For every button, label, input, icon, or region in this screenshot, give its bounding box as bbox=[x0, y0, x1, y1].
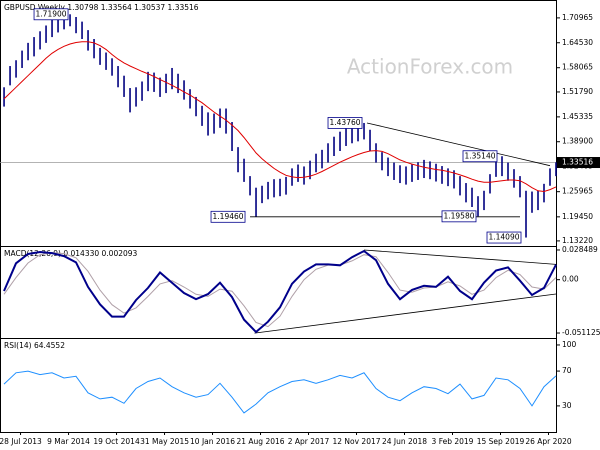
x-tick-label: 3 Feb 2019 bbox=[432, 437, 474, 446]
y-tick-label: 1.13220 bbox=[562, 236, 593, 245]
annotation-box bbox=[33, 8, 69, 21]
y-tick-label: 30 bbox=[562, 401, 572, 410]
x-tick-label: 12 Nov 2017 bbox=[332, 437, 380, 446]
annotation-label: 1.35140 bbox=[464, 151, 495, 160]
annotation-label: 1.19460 bbox=[213, 212, 244, 221]
y-tick-label: 1.64530 bbox=[562, 38, 593, 47]
trend-line bbox=[254, 293, 557, 334]
trend-line bbox=[363, 249, 557, 265]
y-tick-label: -0.051125 bbox=[562, 328, 600, 337]
last-price-label: 1.33516 bbox=[562, 158, 593, 167]
x-tick-label: 10 Jan 2016 bbox=[190, 437, 235, 446]
x-tick-label: 21 Aug 2016 bbox=[237, 437, 285, 446]
last-price-box bbox=[557, 157, 600, 169]
x-tick-label: 15 Sep 2019 bbox=[477, 437, 525, 446]
annotation-box bbox=[441, 210, 477, 223]
y-tick-label: 1.38900 bbox=[562, 137, 593, 146]
y-tick-label: 1.19450 bbox=[562, 212, 593, 221]
annotation-label: 1.19580 bbox=[443, 211, 474, 220]
x-tick-label: 19 Oct 2014 bbox=[93, 437, 140, 446]
y-tick-label: 1.58065 bbox=[562, 63, 593, 72]
annotation-box bbox=[462, 150, 498, 163]
annotation-label: 1.14090 bbox=[488, 233, 519, 242]
x-tick-label: 2 Apr 2017 bbox=[288, 437, 330, 446]
moving-average bbox=[3, 41, 557, 193]
x-tick-label: 28 Jul 2013 bbox=[0, 437, 42, 446]
watermark: ActionForex.com bbox=[347, 55, 513, 79]
trend-line bbox=[366, 122, 551, 167]
pane-title: GBPUSD,Weekly 1.30798 1.33564 1.30537 1.… bbox=[4, 3, 199, 12]
annotation-box bbox=[486, 231, 522, 244]
macd-line bbox=[3, 249, 557, 334]
y-tick-label: 70 bbox=[562, 366, 572, 375]
signal-line bbox=[3, 252, 557, 328]
annotation-label: 1.71900 bbox=[36, 9, 67, 18]
y-tick-label: 0.00 bbox=[562, 275, 579, 284]
x-tick-label: 26 Apr 2020 bbox=[525, 437, 572, 446]
annotation-label: 1.43760 bbox=[330, 118, 361, 127]
y-tick-label: 0.028489 bbox=[562, 245, 598, 254]
rsi-line bbox=[3, 370, 557, 414]
y-tick-label: 1.70965 bbox=[562, 13, 593, 22]
annotation-box bbox=[210, 210, 246, 223]
pane-frame bbox=[0, 338, 557, 433]
y-tick-label: 1.45335 bbox=[562, 112, 593, 121]
y-tick-label: 100 bbox=[562, 340, 577, 349]
pane-title: RSI(14) 64.4552 bbox=[4, 341, 65, 350]
annotation-box bbox=[327, 117, 363, 129]
y-tick-label: 1.25965 bbox=[562, 187, 593, 196]
x-tick-label: 9 Mar 2014 bbox=[47, 437, 90, 446]
pane-title: MACD(12,26,9) 0.014330 0.002093 bbox=[4, 249, 138, 258]
y-tick-label: 1.51790 bbox=[562, 87, 593, 96]
x-tick-label: 31 May 2015 bbox=[140, 437, 189, 446]
x-tick-label: 24 Jun 2018 bbox=[382, 437, 427, 446]
